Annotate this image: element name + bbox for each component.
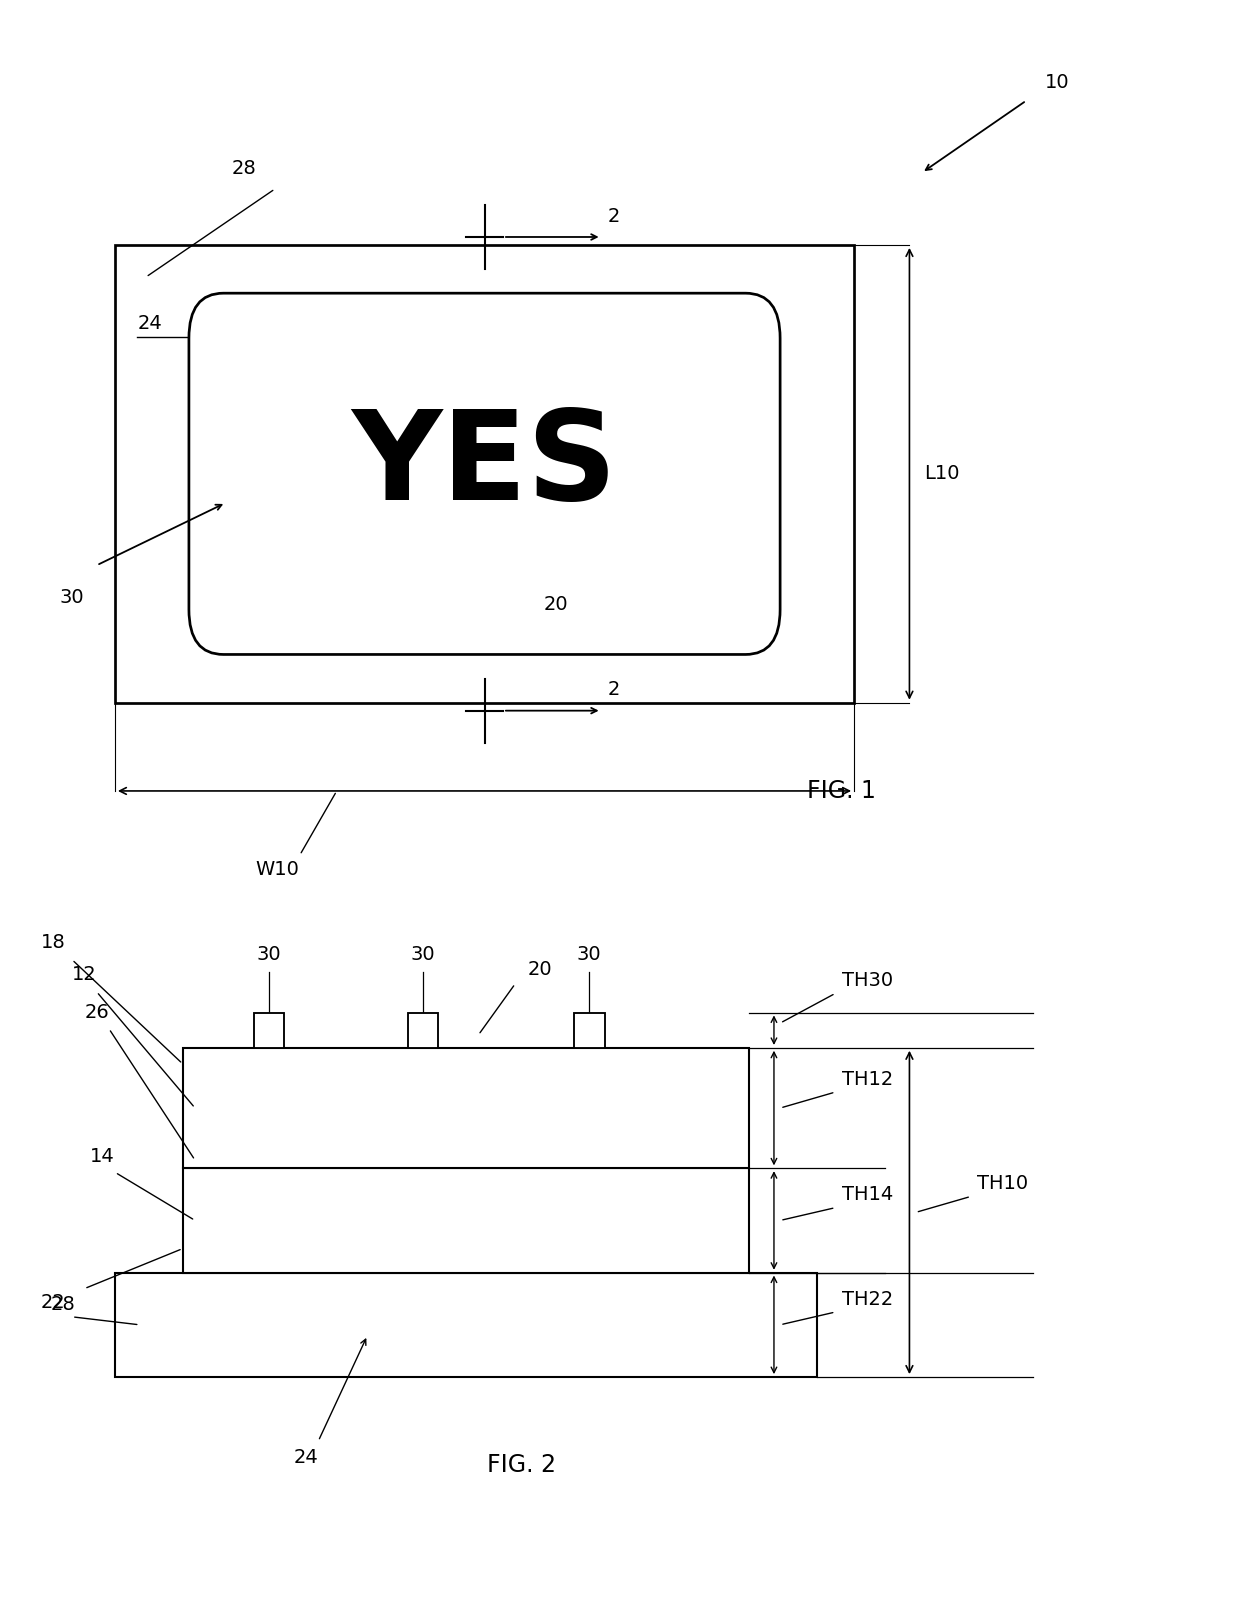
- Text: TH14: TH14: [842, 1185, 893, 1204]
- Bar: [408, 1012, 438, 1047]
- Text: 30: 30: [577, 946, 601, 964]
- Text: 28: 28: [51, 1294, 76, 1314]
- Text: 28: 28: [232, 158, 257, 178]
- Bar: [182, 1047, 749, 1169]
- Text: YES: YES: [352, 405, 618, 526]
- Text: W10: W10: [255, 860, 300, 880]
- Text: TH22: TH22: [842, 1290, 893, 1309]
- Bar: [115, 245, 854, 702]
- Bar: [182, 1169, 749, 1273]
- Text: 10: 10: [1045, 74, 1070, 92]
- Text: 12: 12: [72, 965, 97, 983]
- Text: 2: 2: [608, 207, 620, 226]
- Text: 2: 2: [608, 679, 620, 699]
- Bar: [574, 1012, 605, 1047]
- Text: L10: L10: [924, 465, 960, 483]
- Text: TH30: TH30: [842, 972, 893, 989]
- FancyBboxPatch shape: [188, 294, 780, 654]
- Text: FIG. 2: FIG. 2: [487, 1453, 556, 1477]
- Text: 26: 26: [84, 1004, 109, 1022]
- Bar: [253, 1012, 284, 1047]
- Text: TH10: TH10: [977, 1173, 1028, 1193]
- Text: 24: 24: [138, 315, 162, 334]
- Text: 14: 14: [91, 1148, 115, 1165]
- Text: 24: 24: [294, 1448, 319, 1467]
- Text: 20: 20: [528, 960, 552, 978]
- Text: FIG. 1: FIG. 1: [807, 780, 877, 802]
- Bar: [115, 1273, 817, 1377]
- Text: 30: 30: [60, 587, 84, 607]
- Text: 22: 22: [41, 1293, 66, 1312]
- Text: 18: 18: [41, 933, 66, 952]
- Text: 30: 30: [257, 946, 281, 964]
- Text: 20: 20: [543, 596, 568, 615]
- Text: TH12: TH12: [842, 1070, 893, 1089]
- Text: 30: 30: [410, 946, 435, 964]
